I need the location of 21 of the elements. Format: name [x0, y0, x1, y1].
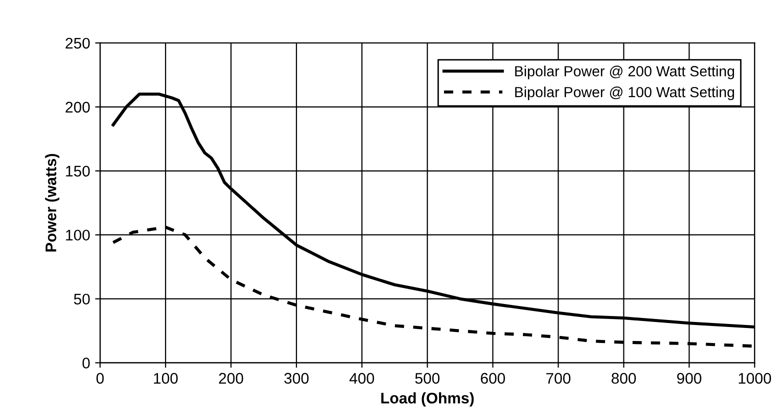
x-tick-label: 200 — [219, 372, 244, 384]
x-tick-label: 0 — [96, 372, 104, 384]
y-tick-label: 250 — [66, 38, 90, 49]
x-tick-label: 100 — [154, 372, 178, 384]
y-tick-label: 0 — [82, 358, 90, 368]
y-axis-title: Power (watts) — [45, 154, 60, 252]
x-tick-label: 500 — [415, 372, 440, 384]
legend-label: Bipolar Power @ 100 Watt Setting — [515, 86, 734, 100]
x-tick-label: 300 — [284, 372, 309, 384]
x-tick-label: 1000 — [738, 372, 772, 384]
x-axis-title: Load (Ohms) — [381, 392, 474, 407]
x-tick-label: 700 — [546, 372, 570, 384]
y-tick-label: 100 — [66, 230, 90, 241]
x-tick-label: 600 — [480, 372, 505, 384]
x-tick-label: 400 — [350, 372, 374, 384]
x-tick-label: 800 — [612, 372, 636, 384]
y-tick-label: 50 — [74, 294, 90, 305]
x-tick-label: 900 — [677, 372, 702, 384]
y-tick-label: 150 — [66, 166, 90, 177]
y-tick-label: 200 — [66, 102, 90, 113]
legend-label: Bipolar Power @ 200 Watt Setting — [515, 66, 734, 80]
